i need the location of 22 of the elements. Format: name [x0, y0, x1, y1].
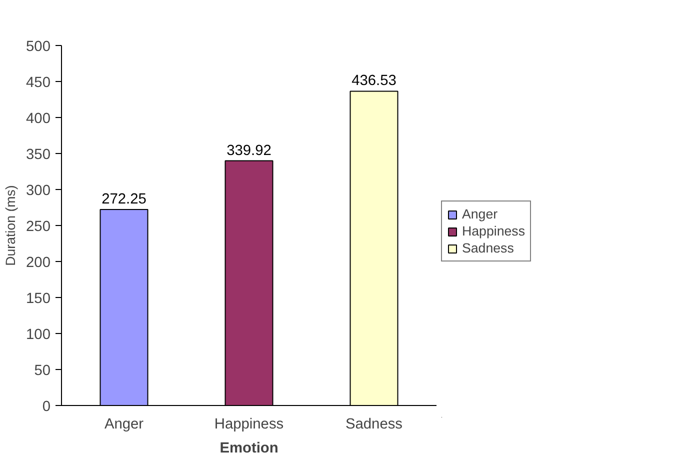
y-tick-label: 150	[26, 291, 51, 307]
x-tick-label: Happiness	[214, 416, 284, 432]
legend-label: Sadness	[462, 240, 514, 256]
y-tick-label: 250	[26, 219, 51, 235]
y-tick-label: 0	[42, 399, 51, 415]
y-tick-label: 500	[26, 39, 51, 55]
data-label: 436.53	[352, 73, 396, 90]
data-label: 272.25	[102, 191, 146, 208]
x-tick-label: Sadness	[345, 416, 403, 432]
legend-label: Anger	[462, 206, 498, 222]
x-tick-label: Anger	[104, 416, 144, 432]
y-tick-label: 300	[26, 183, 51, 199]
data-label: 339.92	[226, 142, 272, 159]
y-tick-label: 450	[26, 75, 51, 91]
x-axis-title: Emotion	[220, 440, 278, 456]
y-tick-label: 50	[34, 363, 51, 379]
legend-label: Happiness	[462, 224, 525, 238]
y-tick-label: 200	[26, 255, 51, 271]
y-tick-label: 100	[26, 327, 51, 343]
y-tick-label: 350	[26, 147, 51, 163]
y-axis-title: Duration (ms)	[3, 185, 18, 266]
y-tick-label: 400	[26, 111, 51, 127]
